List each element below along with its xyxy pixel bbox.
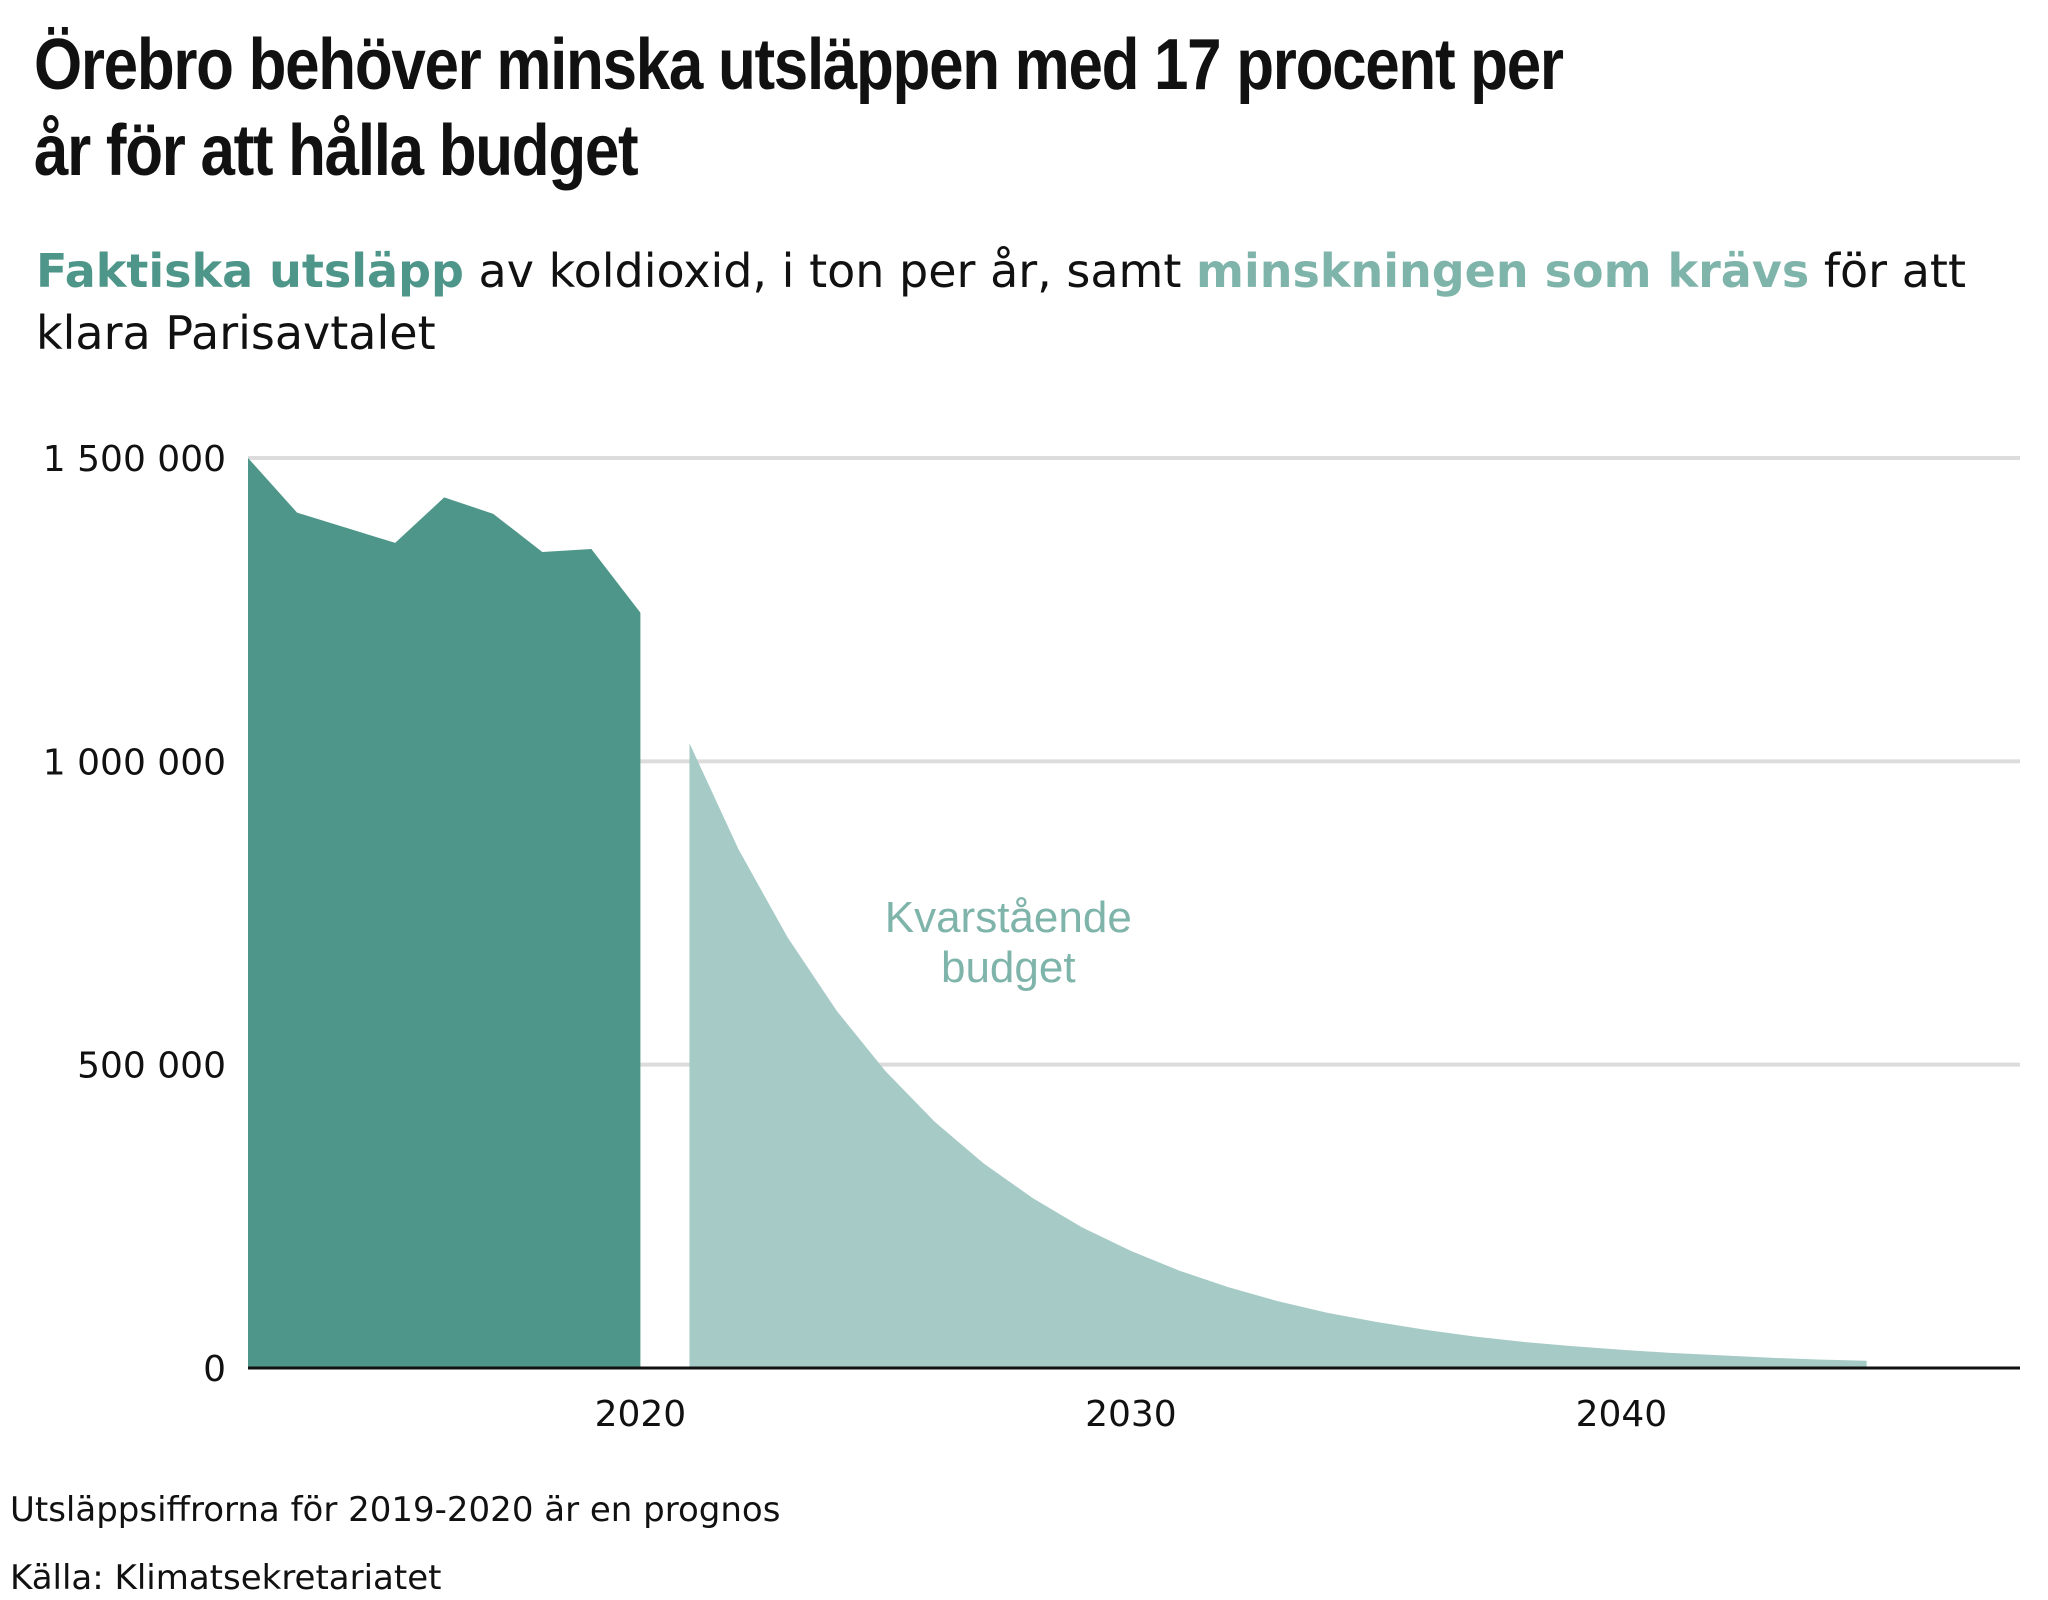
subtitle-text-2: för att klara Parisavtalet xyxy=(36,244,1966,360)
annotation-remaining-budget-line1: Kvarstående xyxy=(885,893,1132,942)
source-text: Källa: Klimatsekretariatet xyxy=(10,1558,442,1598)
chart-title-line1: Örebro behöver minska utsläppen med 17 p… xyxy=(34,25,1564,105)
y-axis: 0 500 000 1 000 000 1 500 000 xyxy=(43,439,226,1390)
chart-title: Örebro behöver minska utsläppen med 17 p… xyxy=(34,22,1720,194)
series-area-required-reduction xyxy=(689,743,1867,1368)
chart-subtitle: Faktiska utsläpp av koldioxid, i ton per… xyxy=(36,240,2016,364)
footnote: Utsläppsiffrorna för 2019-2020 är en pro… xyxy=(10,1490,781,1530)
subtitle-required-reduction: minskningen som krävs xyxy=(1196,244,1810,298)
series-area-actual-emissions xyxy=(248,458,641,1368)
subtitle-actual-emissions: Faktiska utsläpp xyxy=(36,244,464,298)
x-tick-label: 2030 xyxy=(1085,1394,1177,1435)
x-tick-label: 2040 xyxy=(1576,1394,1668,1435)
y-tick-label: 500 000 xyxy=(77,1046,226,1087)
subtitle-text-1: av koldioxid, i ton per år, samt xyxy=(463,244,1197,298)
y-tick-label: 1 500 000 xyxy=(43,439,226,480)
x-axis: 2020 2030 2040 xyxy=(248,1366,2020,1435)
chart-title-line2: år för att hålla budget xyxy=(34,111,639,191)
x-tick-label: 2020 xyxy=(595,1394,687,1435)
y-tick-label: 1 000 000 xyxy=(43,742,226,783)
chart-areas xyxy=(248,458,1867,1368)
y-tick-label: 0 xyxy=(203,1349,226,1390)
annotation-remaining-budget-line2: budget xyxy=(941,943,1076,992)
